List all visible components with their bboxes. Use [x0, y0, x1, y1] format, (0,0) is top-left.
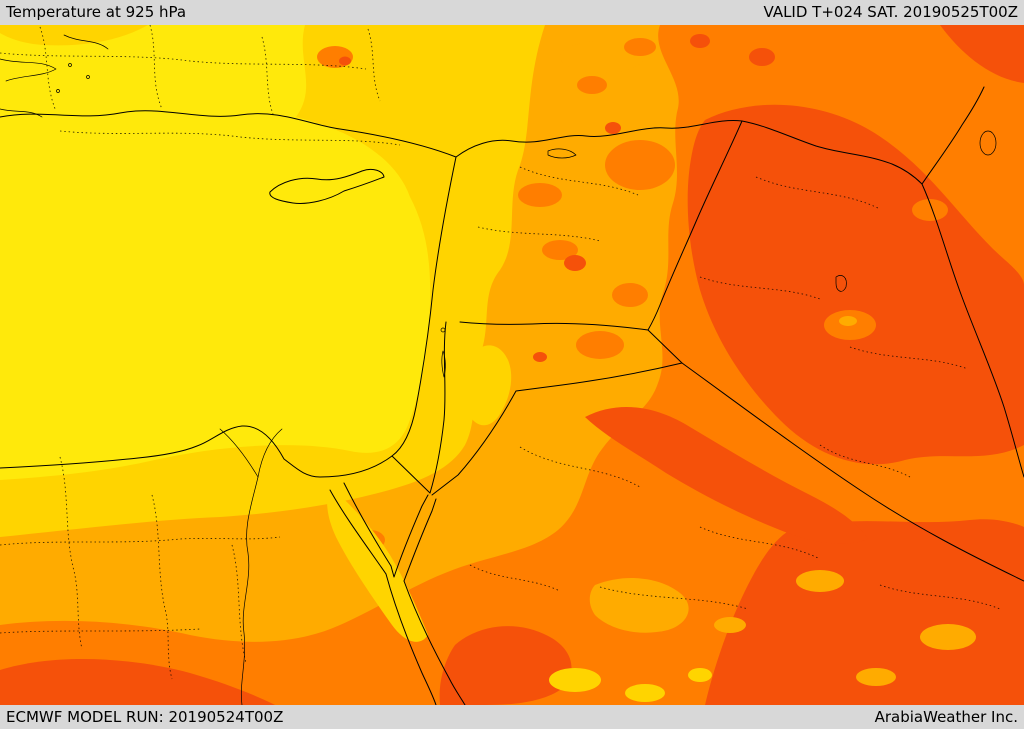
valid-time-label: VALID T+024 SAT. 20190525T00Z: [763, 3, 1018, 21]
model-run-label: ECMWF MODEL RUN: 20190524T00Z: [6, 707, 284, 726]
page-title: Temperature at 925 hPa: [6, 3, 187, 21]
admin-boundaries: [0, 25, 1001, 680]
credit-label: ArabiaWeather Inc.: [874, 707, 1018, 726]
country-borders: [391, 86, 1024, 582]
coastlines: [0, 34, 466, 705]
header-bar: Temperature at 925 hPa VALID T+024 SAT. …: [0, 0, 1024, 25]
temperature-map: [0, 25, 1024, 705]
map-canvas: [0, 25, 1024, 705]
rivers-and-lakes: [219, 130, 997, 705]
temperature-field: [0, 25, 1024, 705]
footer-bar: ECMWF MODEL RUN: 20190524T00Z ArabiaWeat…: [0, 705, 1024, 729]
